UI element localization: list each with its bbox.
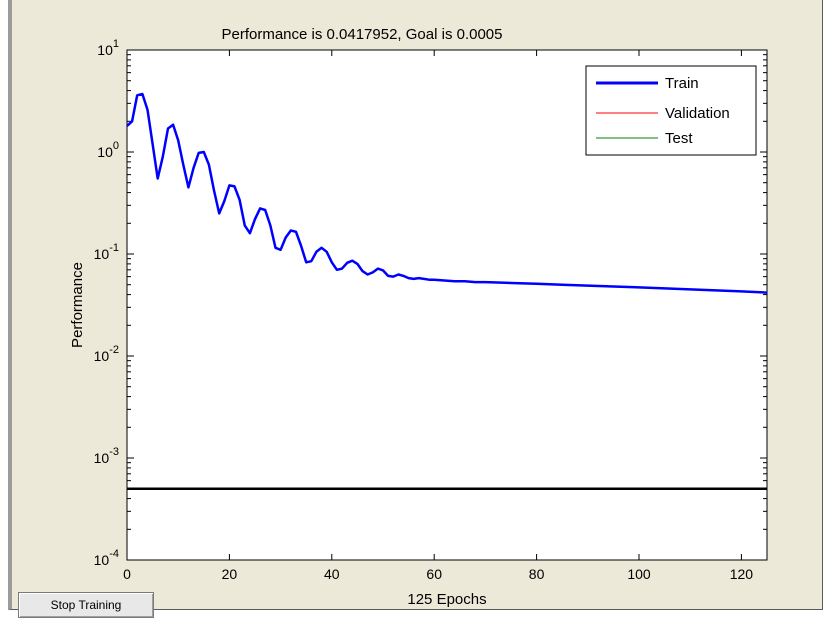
x-axis-label: 125 Epochs <box>407 591 486 608</box>
y-tick-base: 10 <box>94 552 110 568</box>
legend-label-train: Train <box>665 75 699 92</box>
y-tick-label: 10-3 <box>94 446 119 466</box>
x-tick-label: 120 <box>730 566 754 582</box>
y-tick-exponent: -2 <box>109 344 119 356</box>
y-tick-exponent: 1 <box>113 38 119 50</box>
y-tick-base: 10 <box>97 144 113 160</box>
y-axis-label: Performance <box>69 262 86 348</box>
x-tick-label: 20 <box>222 566 238 582</box>
y-tick-exponent: 0 <box>113 140 119 152</box>
y-tick-exponent: -1 <box>109 242 119 254</box>
y-tick-label: 10-2 <box>94 344 119 364</box>
y-tick-base: 10 <box>97 42 113 58</box>
chart-title: Performance is 0.0417952, Goal is 0.0005 <box>221 26 502 43</box>
y-tick-exponent: -3 <box>109 446 119 458</box>
x-tick-label: 40 <box>324 566 340 582</box>
legend-label-validation: Validation <box>665 105 730 122</box>
y-tick-label: 10-1 <box>94 242 119 262</box>
legend-label-test: Test <box>665 130 693 147</box>
y-tick-base: 10 <box>94 348 110 364</box>
y-tick-base: 10 <box>94 450 110 466</box>
x-tick-label: 100 <box>627 566 651 582</box>
performance-plot: Performance is 0.0417952, Goal is 0.0005… <box>69 26 768 608</box>
y-tick-label: 101 <box>97 38 119 58</box>
y-tick-exponent: -4 <box>109 548 119 560</box>
series-line-train <box>126 92 768 294</box>
axis-ticks <box>126 49 767 561</box>
stop-training-button[interactable]: Stop Training <box>18 592 154 618</box>
y-tick-base: 10 <box>94 246 110 262</box>
y-tick-label: 10-4 <box>94 548 119 568</box>
x-tick-label: 60 <box>426 566 442 582</box>
x-tick-label: 80 <box>529 566 545 582</box>
y-tick-label: 100 <box>97 140 119 160</box>
x-tick-label: 0 <box>123 566 131 582</box>
legend-box <box>585 65 757 156</box>
x-tick-labels: 0 20 40 60 80 100 120 <box>123 566 753 582</box>
legend: Train Validation Test <box>585 65 757 156</box>
plot-panel: Performance is 0.0417952, Goal is 0.0005… <box>8 0 823 610</box>
